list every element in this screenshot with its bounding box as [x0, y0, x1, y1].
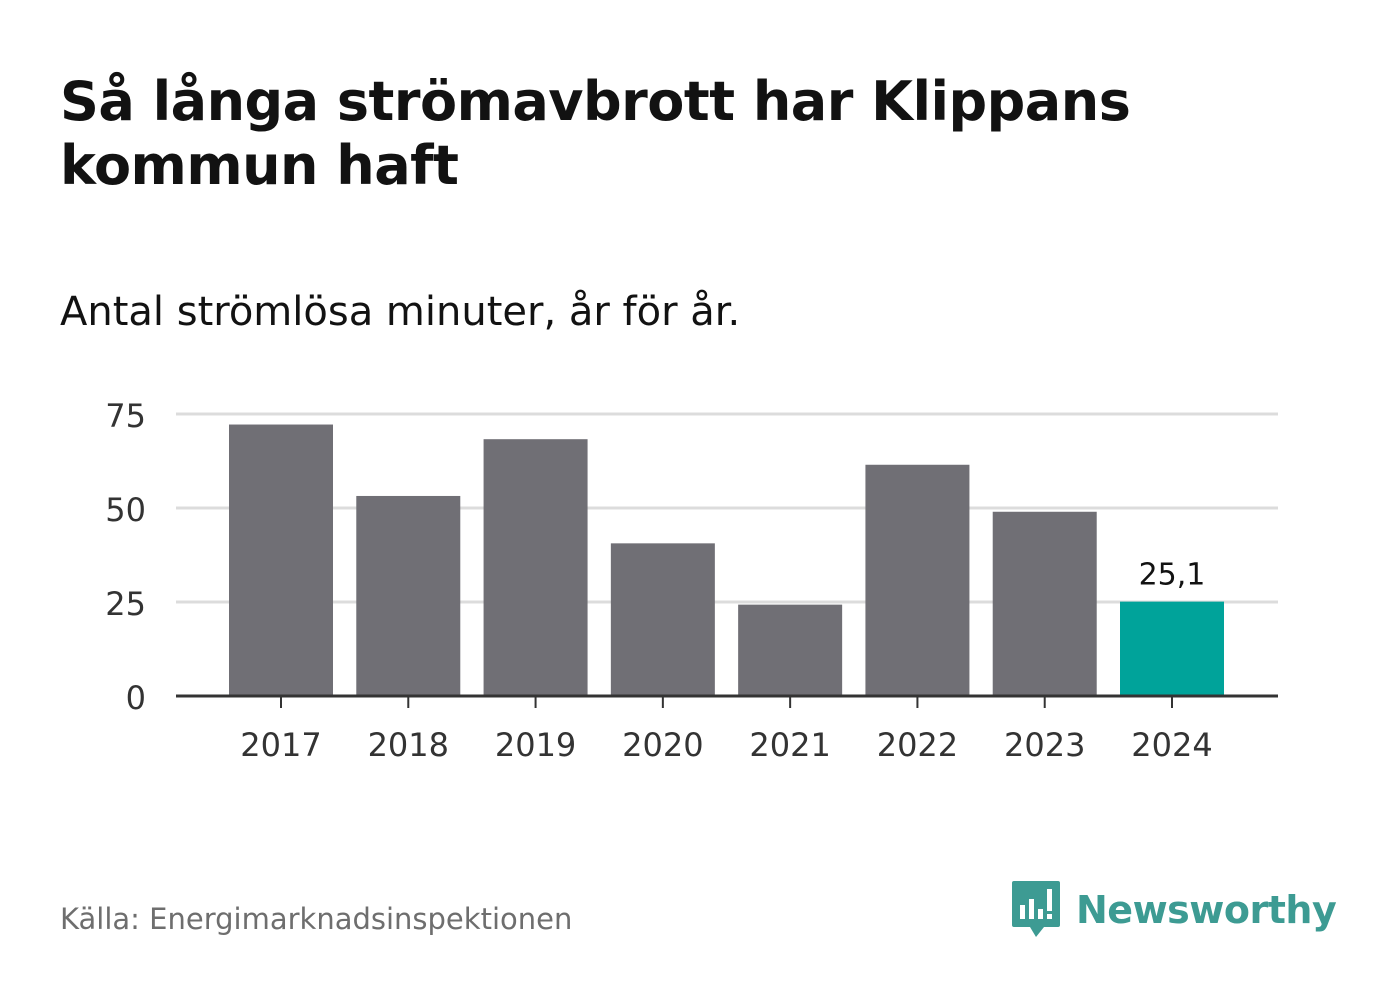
y-tick-label: 25: [105, 585, 146, 623]
bar-2021: [738, 604, 843, 696]
bar-2019: [483, 439, 588, 696]
x-tick-label: 2018: [368, 726, 449, 764]
bar-2023: [992, 511, 1097, 696]
bar-layer: [229, 424, 1224, 696]
grid-layer: [176, 412, 1278, 604]
y-tick-label: 75: [105, 397, 146, 435]
x-tick-label: 2024: [1131, 726, 1212, 764]
brand: Newsworthy: [1010, 878, 1337, 942]
bar-2017: [229, 424, 333, 696]
x-tick-label: 2020: [622, 726, 703, 764]
source-note: Källa: Energimarknadsinspektionen: [60, 902, 573, 936]
x-tick-label: 2019: [495, 726, 576, 764]
x-tick-label: 2022: [877, 726, 958, 764]
y-tick-label: 50: [105, 491, 146, 529]
y-tick-label: 0: [126, 679, 146, 717]
x-tick-label: 2017: [240, 726, 321, 764]
label-layer: 25,1: [1139, 558, 1206, 593]
chart-subtitle: Antal strömlösa minuter, år för år.: [60, 289, 741, 335]
bar-2024: [1120, 601, 1224, 696]
chart-title: Så långa strömavbrott har Klippans kommu…: [60, 70, 1131, 197]
x-tick-label: 2023: [1004, 726, 1085, 764]
x-tick-label: 2021: [749, 726, 830, 764]
bar-2022: [865, 464, 970, 696]
data-label-2024: 25,1: [1139, 558, 1206, 593]
axis-layer: 0 25 50 75 2017 2018 2019 2020 2021 2022 2023 2024: [105, 397, 1278, 764]
bar-2020: [610, 543, 715, 696]
newsworthy-logo-icon: [1012, 881, 1060, 937]
bar-2018: [356, 495, 461, 696]
brand-name: Newsworthy: [1076, 888, 1337, 932]
